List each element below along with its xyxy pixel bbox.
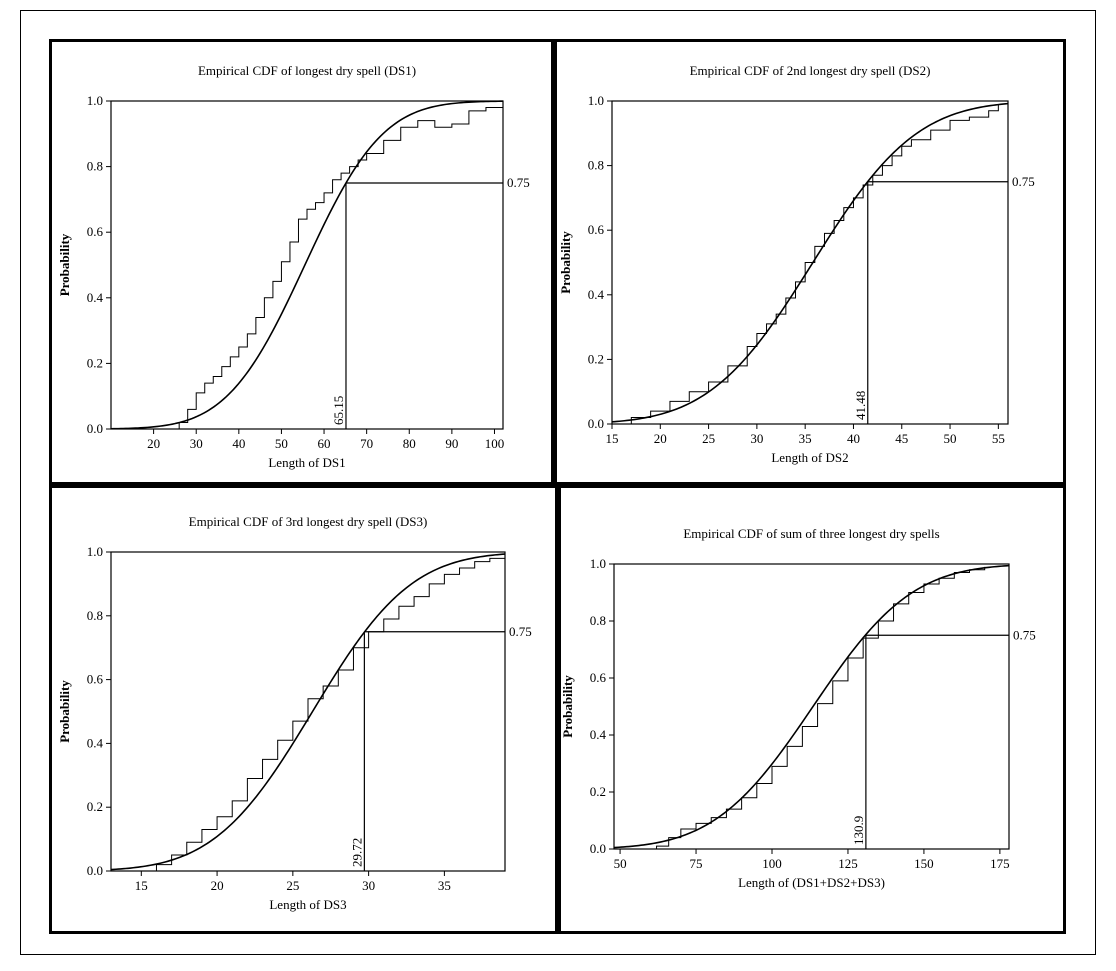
x-tick-label: 40 [847,431,860,446]
x-tick-label: 100 [762,856,782,871]
reference-value-label: 130.9 [851,816,866,845]
y-tick-label: 0.8 [87,608,103,623]
y-axis-label: Probability [57,233,72,296]
x-tick-label: 25 [702,431,715,446]
y-tick-label: 0.6 [588,222,605,237]
y-tick-label: 0.0 [590,841,606,856]
y-axis-label: Probability [57,680,72,743]
y-tick-label: 0.4 [87,735,104,750]
x-tick-label: 70 [360,436,373,451]
chart-svg: Empirical CDF of 3rd longest dry spell (… [57,514,532,912]
y-tick-label: 0.6 [87,672,104,687]
chart-panel-sum: Empirical CDF of sum of three longest dr… [558,485,1066,934]
ecdf-step-series [612,104,999,425]
y-tick-label: 0.8 [87,159,103,174]
fitted-cdf-series [611,102,1009,423]
plot-area [611,100,1009,425]
y-tick-label: 1.0 [590,556,606,571]
fitted-cdf-series [110,553,506,871]
reference-value-label: 41.48 [853,391,868,420]
reference-probability-label: 0.75 [509,624,532,639]
x-tick-label: 50 [944,431,957,446]
y-tick-label: 0.4 [87,290,104,305]
y-tick-label: 0.6 [87,224,104,239]
x-axis-label: Length of DS2 [771,450,848,465]
reference-value-label: 65.15 [331,396,346,425]
chart-svg: Empirical CDF of sum of three longest dr… [561,526,1036,890]
x-tick-label: 55 [992,431,1005,446]
ecdf-step-series [111,555,506,872]
x-axis-label: Length of DS1 [268,455,345,470]
x-tick-label: 20 [211,878,224,893]
x-tick-label: 35 [438,878,451,893]
y-tick-label: 1.0 [87,93,103,108]
y-axis-label: Probability [561,675,575,738]
fitted-cdf-series [110,100,504,430]
y-tick-label: 0.4 [588,287,605,302]
y-tick-label: 1.0 [87,544,103,559]
y-tick-label: 0.2 [590,784,606,799]
x-tick-label: 30 [190,436,203,451]
x-tick-label: 45 [895,431,908,446]
x-tick-label: 80 [403,436,416,451]
x-tick-label: 125 [838,856,858,871]
y-tick-label: 0.6 [590,670,607,685]
fitted-cdf-series [613,564,1010,849]
y-tick-label: 0.2 [87,355,103,370]
x-tick-label: 50 [275,436,288,451]
x-axis-label: Length of (DS1+DS2+DS3) [738,875,885,890]
x-tick-label: 100 [485,436,505,451]
y-tick-label: 0.8 [588,158,604,173]
chart-group: Empirical CDF of longest dry spell (DS1)… [57,63,530,470]
y-tick-label: 1.0 [588,93,604,108]
x-tick-label: 175 [990,856,1010,871]
plot-area [110,551,506,872]
reference-probability-label: 0.75 [1013,627,1036,642]
figure-frame [20,10,1096,955]
chart-panel-ds1: Empirical CDF of longest dry spell (DS1)… [49,39,554,485]
chart-title: Empirical CDF of 2nd longest dry spell (… [690,63,931,78]
reference-probability-label: 0.75 [1012,174,1035,189]
x-tick-label: 75 [690,856,703,871]
x-tick-label: 40 [232,436,245,451]
chart-group: Empirical CDF of sum of three longest dr… [561,526,1036,890]
chart-title: Empirical CDF of sum of three longest dr… [683,526,939,541]
chart-group: Empirical CDF of 2nd longest dry spell (… [558,63,1035,465]
y-tick-label: 0.8 [590,613,606,628]
x-tick-label: 20 [147,436,160,451]
x-tick-label: 20 [654,431,667,446]
x-tick-label: 90 [445,436,458,451]
plot-area [110,100,504,430]
y-tick-label: 0.4 [590,727,607,742]
x-tick-label: 30 [750,431,763,446]
chart-title: Empirical CDF of longest dry spell (DS1) [198,63,416,78]
chart-title: Empirical CDF of 3rd longest dry spell (… [189,514,428,529]
ecdf-step-series [111,107,503,430]
chart-group: Empirical CDF of 3rd longest dry spell (… [57,514,532,912]
y-tick-label: 0.2 [588,351,604,366]
ecdf-step-series [641,566,986,850]
chart-svg: Empirical CDF of 2nd longest dry spell (… [558,63,1035,465]
x-tick-label: 25 [286,878,299,893]
y-tick-label: 0.2 [87,799,103,814]
x-tick-label: 30 [362,878,375,893]
x-axis-label: Length of DS3 [269,897,346,912]
y-tick-label: 0.0 [87,421,103,436]
reference-value-label: 29.72 [349,838,364,867]
x-tick-label: 150 [914,856,934,871]
x-tick-label: 60 [318,436,331,451]
x-tick-label: 15 [606,431,619,446]
chart-panel-ds3: Empirical CDF of 3rd longest dry spell (… [49,485,558,934]
x-tick-label: 50 [614,856,627,871]
chart-svg: Empirical CDF of longest dry spell (DS1)… [57,63,530,470]
x-tick-label: 15 [135,878,148,893]
plot-area [613,563,1010,850]
y-axis-label: Probability [558,231,573,294]
y-tick-label: 0.0 [87,863,103,878]
reference-probability-label: 0.75 [507,175,530,190]
chart-panel-ds2: Empirical CDF of 2nd longest dry spell (… [554,39,1066,485]
y-tick-label: 0.0 [588,416,604,431]
x-tick-label: 35 [799,431,812,446]
